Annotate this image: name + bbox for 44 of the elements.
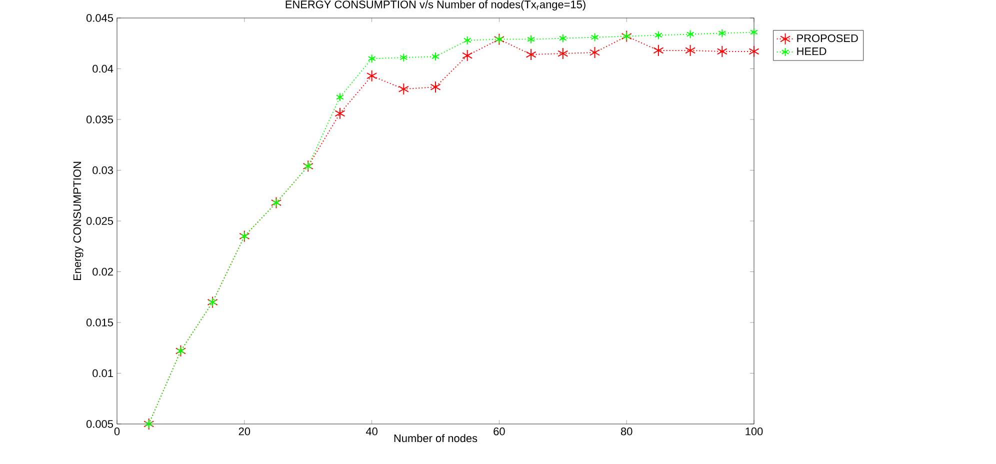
point <box>366 70 378 82</box>
point <box>748 45 760 58</box>
point <box>432 52 440 62</box>
point <box>653 44 664 56</box>
x-tick-label: 0 <box>114 428 120 436</box>
x-tick-label: 80 <box>620 428 632 436</box>
point <box>685 44 696 56</box>
x-axis-title: Number of nodes <box>394 434 478 442</box>
point <box>750 28 758 37</box>
y-tick-label: 0.035 <box>86 116 114 124</box>
y-axis-title: Energy CONSUMPTION <box>73 162 84 280</box>
x-tick-label: 20 <box>238 428 250 436</box>
point <box>589 46 600 58</box>
x-tick-label: 100 <box>746 428 763 436</box>
point <box>716 45 728 58</box>
point <box>430 81 441 94</box>
point <box>368 54 376 64</box>
point <box>590 32 599 42</box>
point <box>398 83 409 96</box>
point <box>718 28 726 38</box>
y-tick-label: 0.01 <box>92 369 113 378</box>
y-tick-label: 0.045 <box>86 14 114 22</box>
y-tick-label: 0.02 <box>92 268 113 276</box>
point <box>463 36 472 45</box>
point <box>526 48 536 61</box>
x-tick-label: 60 <box>494 428 505 436</box>
legend-label: PROPOSED <box>797 34 858 42</box>
x-tick-label: 40 <box>366 428 378 436</box>
chart-title: ENERGY CONSUMPTION v/s Number of nodes(Tx$_{r}$ange=15) <box>286 0 586 10</box>
point <box>654 30 662 40</box>
point <box>462 50 473 62</box>
point <box>336 92 344 102</box>
point <box>686 30 694 39</box>
y-tick-label: 0.04 <box>92 64 114 73</box>
point <box>558 48 568 60</box>
point <box>400 53 408 62</box>
point <box>334 107 346 120</box>
point <box>527 34 536 44</box>
y-tick-label: 0.005 <box>86 420 114 428</box>
point <box>558 34 567 43</box>
legend-label: HEED <box>797 47 826 56</box>
y-tick-label: 0.015 <box>86 318 114 326</box>
y-tick-label: 0.03 <box>92 166 113 174</box>
y-tick-label: 0.025 <box>86 217 114 225</box>
